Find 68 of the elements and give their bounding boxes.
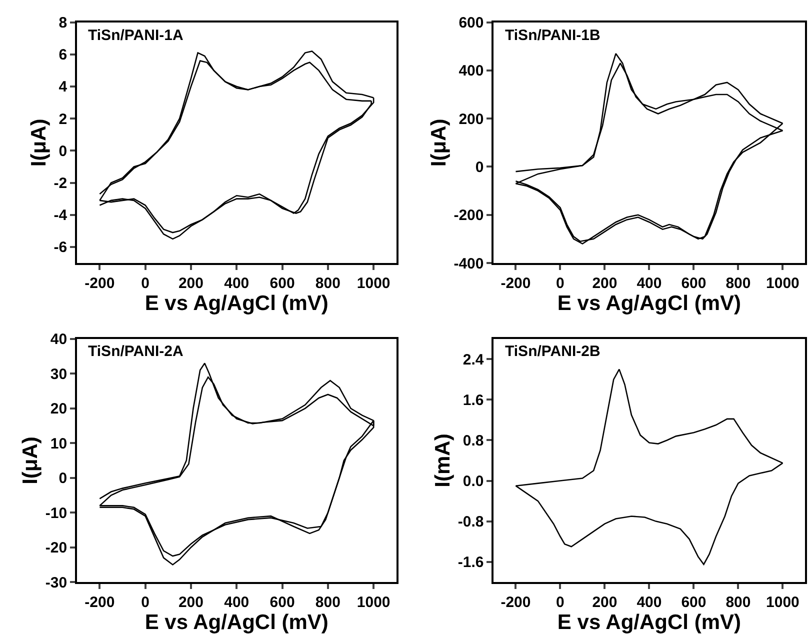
x-tick-label: 600 [681, 594, 706, 611]
chart-title: TiSn/PANI-2B [505, 343, 600, 360]
x-axis-title: E vs Ag/AgCl (mV) [144, 610, 328, 634]
x-tick-label: 0 [141, 594, 150, 611]
y-tick-label: 6 [58, 46, 68, 64]
x-tick-label: 800 [726, 274, 751, 292]
x-tick-label: 400 [224, 274, 250, 292]
x-tick-label: 200 [178, 274, 204, 292]
x-tick-label: 400 [636, 594, 662, 611]
x-tick-label: 1000 [356, 594, 390, 611]
y-tick-label: 400 [458, 62, 484, 80]
x-tick-label: 800 [315, 594, 340, 611]
x-tick-label: 400 [224, 594, 250, 611]
y-tick-label: 600 [458, 14, 484, 32]
y-tick-label: 200 [458, 110, 484, 128]
y-tick-label: 0 [58, 470, 68, 488]
y-tick-label: 8 [58, 14, 68, 32]
y-tick-label: 10 [50, 435, 68, 452]
y-tick-label: -0.8 [458, 514, 484, 531]
x-tick-label: 1000 [766, 274, 800, 292]
x-axis-title: E vs Ag/AgCl (mV) [557, 292, 742, 315]
chart-title: TiSn/PANI-1B [505, 27, 600, 44]
y-tick-label: -1.6 [458, 554, 484, 572]
x-tick-label: -200 [500, 594, 531, 611]
x-tick-label: 1000 [356, 274, 390, 292]
y-axis-title: I(μA) [27, 118, 50, 167]
x-axis-title: E vs Ag/AgCl (mV) [144, 292, 328, 315]
y-tick-label: 20 [50, 400, 68, 418]
x-tick-label: 0 [141, 274, 150, 292]
y-tick-label: -20 [45, 540, 68, 557]
x-tick-label: -200 [84, 274, 115, 292]
chart-title: TiSn/PANI-1A [88, 27, 184, 44]
y-tick-label: 0.8 [462, 432, 484, 450]
x-tick-label: -200 [84, 594, 115, 611]
y-tick-label: 4 [58, 78, 68, 96]
x-tick-label: 600 [270, 274, 295, 292]
x-tick-label: 1000 [766, 594, 800, 611]
y-tick-label: 0 [58, 142, 68, 160]
x-axis-title: E vs Ag/AgCl (mV) [557, 610, 742, 634]
y-tick-label: -2 [54, 175, 68, 192]
x-tick-label: 400 [636, 274, 662, 292]
y-tick-label: -30 [45, 574, 68, 592]
y-tick-label: 0 [475, 158, 484, 176]
y-tick-label: 30 [50, 366, 68, 383]
x-tick-label: 200 [592, 274, 618, 292]
x-tick-label: 200 [178, 594, 204, 611]
x-tick-label: 800 [726, 594, 751, 611]
y-tick-label: 2 [58, 110, 68, 128]
x-tick-label: 0 [556, 594, 564, 611]
y-axis-title: I(μA) [19, 436, 42, 484]
y-tick-label: 2.4 [462, 351, 484, 368]
y-tick-label: -200 [454, 207, 484, 224]
x-tick-label: 0 [556, 274, 564, 292]
x-tick-label: -200 [500, 274, 531, 292]
x-tick-label: 600 [681, 274, 706, 292]
y-tick-label: -6 [54, 239, 68, 256]
y-axis-title: I(mA) [432, 434, 455, 488]
x-tick-label: 800 [315, 274, 340, 292]
x-tick-label: 600 [270, 594, 295, 611]
y-tick-label: -10 [45, 504, 68, 522]
y-tick-label: -400 [454, 255, 484, 272]
chart-title: TiSn/PANI-2A [88, 343, 184, 360]
y-tick-label: 0.0 [462, 473, 484, 490]
y-tick-label: -4 [54, 207, 68, 224]
y-axis-title: I(μA) [427, 118, 450, 167]
y-tick-label: 40 [50, 331, 68, 348]
y-tick-label: 1.6 [462, 392, 484, 409]
x-tick-label: 200 [592, 594, 618, 611]
